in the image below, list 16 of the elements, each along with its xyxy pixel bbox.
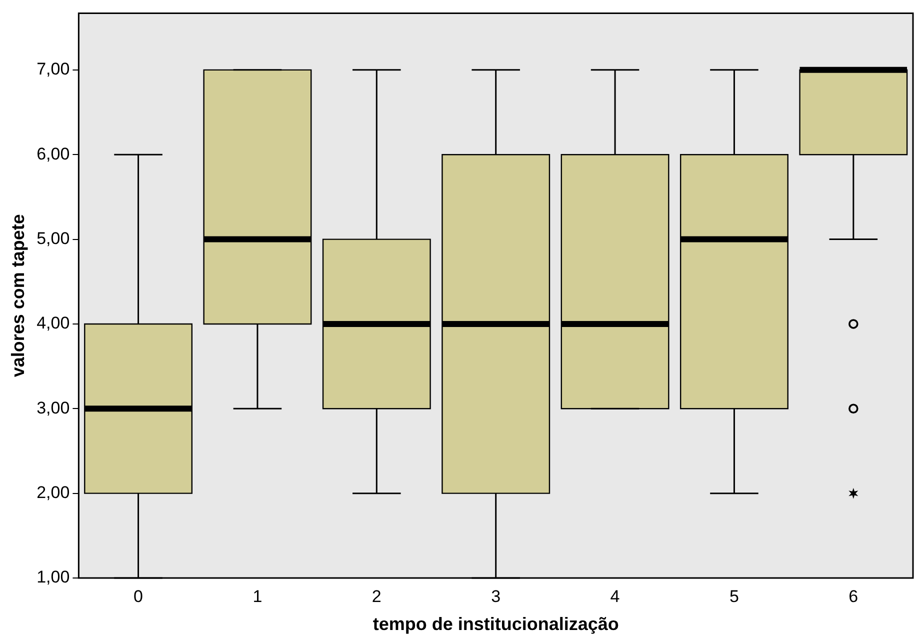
x-tick-label: 1	[252, 586, 262, 606]
y-tick-label: 2,00	[36, 483, 70, 502]
x-tick-label: 0	[134, 586, 144, 606]
y-tick-label: 6,00	[36, 144, 70, 164]
x-axis-title: tempo de institucionalização	[372, 614, 619, 634]
y-tick-label: 1,00	[36, 568, 70, 587]
y-tick-label: 5,00	[36, 228, 70, 248]
x-tick-label: 4	[610, 586, 620, 606]
x-tick-label: 2	[372, 586, 382, 606]
y-tick-label: 4,00	[36, 314, 70, 333]
y-tick-label: 7,00	[36, 60, 70, 79]
y-tick-label: 3,00	[36, 398, 70, 418]
x-tick-label: 6	[848, 586, 858, 606]
x-tick-label: 3	[491, 586, 501, 606]
y-axis-title: valores com tapete	[8, 214, 28, 378]
x-tick-label: 5	[729, 586, 739, 606]
